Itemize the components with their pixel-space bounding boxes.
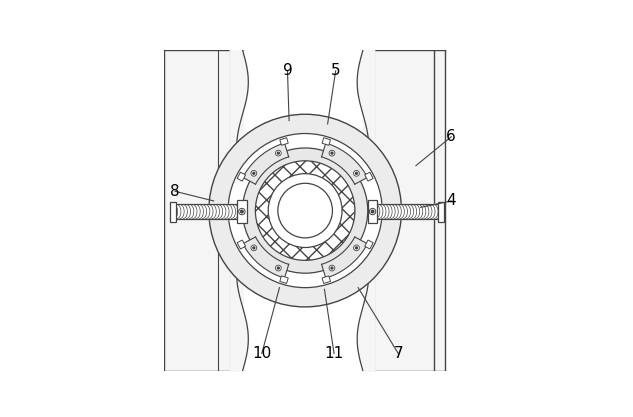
Bar <box>365 172 373 181</box>
Circle shape <box>329 150 335 156</box>
Bar <box>237 200 247 223</box>
Circle shape <box>329 265 335 271</box>
Circle shape <box>228 133 382 288</box>
Text: 11: 11 <box>325 346 344 361</box>
Bar <box>237 172 246 181</box>
Circle shape <box>253 247 255 249</box>
Circle shape <box>239 208 245 215</box>
Circle shape <box>356 172 358 174</box>
Circle shape <box>251 245 257 251</box>
Polygon shape <box>170 204 241 219</box>
Text: 10: 10 <box>252 346 272 361</box>
Circle shape <box>275 265 281 271</box>
Circle shape <box>372 210 374 213</box>
Text: 7: 7 <box>394 346 403 361</box>
Circle shape <box>331 152 333 154</box>
Circle shape <box>354 171 360 176</box>
Text: 6: 6 <box>446 129 456 144</box>
Bar <box>322 276 330 284</box>
Polygon shape <box>243 237 289 278</box>
Bar <box>170 201 176 221</box>
Polygon shape <box>164 50 242 371</box>
Text: 8: 8 <box>170 184 180 199</box>
Polygon shape <box>434 50 445 371</box>
Circle shape <box>255 161 355 260</box>
Bar <box>439 201 444 221</box>
Circle shape <box>278 183 332 238</box>
Circle shape <box>268 173 342 248</box>
Circle shape <box>354 245 360 251</box>
Polygon shape <box>363 50 434 371</box>
Polygon shape <box>322 237 368 278</box>
Bar <box>368 200 377 223</box>
Bar <box>280 138 288 145</box>
Polygon shape <box>373 204 440 219</box>
Circle shape <box>331 267 333 269</box>
Bar <box>237 240 246 249</box>
Circle shape <box>275 150 281 156</box>
Circle shape <box>242 148 368 273</box>
Circle shape <box>277 267 279 269</box>
Text: 5: 5 <box>331 63 341 78</box>
Circle shape <box>251 171 257 176</box>
Circle shape <box>277 152 279 154</box>
Polygon shape <box>243 143 289 184</box>
Circle shape <box>241 210 243 213</box>
Polygon shape <box>322 143 368 184</box>
Circle shape <box>253 172 255 174</box>
Bar <box>280 276 288 284</box>
Text: 9: 9 <box>282 63 292 78</box>
Circle shape <box>209 114 401 307</box>
Text: 4: 4 <box>446 193 456 208</box>
Circle shape <box>356 247 358 249</box>
Circle shape <box>370 208 376 215</box>
Bar <box>322 138 330 145</box>
Bar <box>365 240 373 249</box>
